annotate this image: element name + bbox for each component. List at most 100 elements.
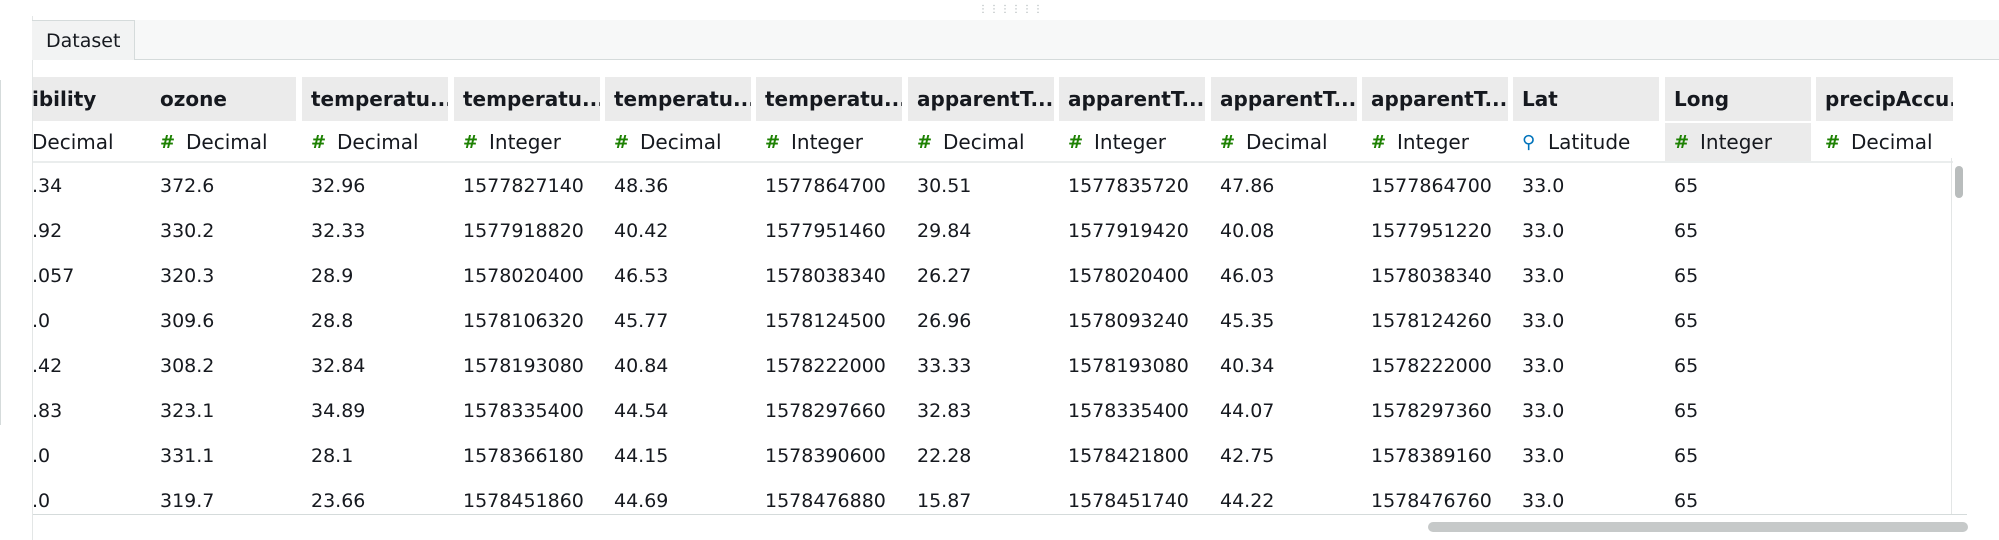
table-cell: 44.69 bbox=[614, 489, 669, 512]
table-cell: 33.0 bbox=[1522, 174, 1565, 197]
table-cell: 1578389160 bbox=[1371, 444, 1492, 467]
column-header-label: apparentT... bbox=[917, 87, 1054, 111]
table-cell: 45.77 bbox=[614, 309, 669, 332]
table-cell: 33.0 bbox=[1522, 399, 1565, 422]
column-header[interactable]: temperatu... bbox=[454, 77, 600, 121]
table-cell: 33.0 bbox=[1522, 354, 1565, 377]
table-cell: 33.0 bbox=[1522, 264, 1565, 287]
table-cell: 33.0 bbox=[1522, 309, 1565, 332]
horizontal-scrollbar-thumb[interactable] bbox=[1428, 522, 1968, 532]
column-header[interactable]: apparentT... bbox=[1211, 77, 1357, 121]
vertical-scrollbar[interactable] bbox=[1951, 158, 1967, 514]
table-cell: 1578020400 bbox=[463, 264, 584, 287]
table-cell: 1578451740 bbox=[1068, 489, 1189, 512]
column-type-label: Decimal bbox=[186, 130, 268, 154]
table-cell: 1578222000 bbox=[765, 354, 886, 377]
column-type-selector[interactable]: # Integer bbox=[756, 123, 902, 161]
table-cell: 323.1 bbox=[160, 399, 215, 422]
column-header[interactable]: ozone bbox=[151, 77, 296, 121]
column-header[interactable]: Lat bbox=[1513, 77, 1659, 121]
table-row: .83 323.1 34.89 1578335400 44.54 1578297660 32… bbox=[33, 388, 1953, 433]
data-rows: .34 372.6 32.96 1577827140 48.36 1577864700 30… bbox=[33, 163, 1953, 515]
table-cell: 1577827140 bbox=[463, 174, 584, 197]
column-header[interactable]: ibility bbox=[33, 77, 163, 121]
column-type-selector[interactable]: # Integer bbox=[1665, 123, 1811, 161]
column-type-selector[interactable]: # Decimal bbox=[302, 123, 448, 161]
column-header[interactable]: Long bbox=[1665, 77, 1811, 121]
table-cell: 1578106320 bbox=[463, 309, 584, 332]
column-header[interactable]: temperatu... bbox=[605, 77, 751, 121]
column-header[interactable]: apparentT... bbox=[908, 77, 1054, 121]
column-header-label: Lat bbox=[1522, 87, 1558, 111]
table-cell: .0 bbox=[33, 309, 51, 332]
number-icon: # bbox=[1674, 131, 1690, 153]
column-type-selector[interactable]: Decimal bbox=[33, 123, 163, 161]
table-cell: 33.0 bbox=[1522, 489, 1565, 512]
table-cell: 46.53 bbox=[614, 264, 669, 287]
data-grid: ibility ozone temperatu... temperatu... temp… bbox=[33, 77, 1953, 515]
table-cell: 1577951460 bbox=[765, 219, 886, 242]
table-cell: 46.03 bbox=[1220, 264, 1275, 287]
table-row: .0 309.6 28.8 1578106320 45.77 1578124500 26.9… bbox=[33, 298, 1953, 343]
table-cell: .83 bbox=[33, 399, 63, 422]
column-type-selector[interactable]: # Decimal bbox=[151, 123, 296, 161]
column-type-selector[interactable]: # Integer bbox=[454, 123, 600, 161]
table-cell: 319.7 bbox=[160, 489, 215, 512]
tab-label: Dataset bbox=[46, 29, 121, 52]
table-cell: 1578476760 bbox=[1371, 489, 1492, 512]
table-cell: 28.9 bbox=[311, 264, 354, 287]
table-cell: 1577918820 bbox=[463, 219, 584, 242]
table-cell: 34.89 bbox=[311, 399, 366, 422]
table-cell: 1578335400 bbox=[1068, 399, 1189, 422]
tab-dataset[interactable]: Dataset bbox=[32, 20, 136, 60]
column-header[interactable]: apparentT... bbox=[1059, 77, 1205, 121]
column-type-selector[interactable]: # Integer bbox=[1059, 123, 1205, 161]
column-header[interactable]: temperatu... bbox=[302, 77, 448, 121]
table-cell: 1578038340 bbox=[765, 264, 886, 287]
table-cell bbox=[1816, 298, 1953, 343]
column-header-label: temperatu... bbox=[614, 87, 751, 111]
table-cell: 1577835720 bbox=[1068, 174, 1189, 197]
table-row: .42 308.2 32.84 1578193080 40.84 1578222000 33… bbox=[33, 343, 1953, 388]
location-pin-icon: ⚲ bbox=[1522, 131, 1536, 153]
table-cell: .34 bbox=[33, 174, 63, 197]
column-type-selector[interactable]: # Integer bbox=[1362, 123, 1508, 161]
table-cell: 40.08 bbox=[1220, 219, 1275, 242]
table-cell: 23.66 bbox=[311, 489, 366, 512]
column-type-selector[interactable]: # Decimal bbox=[908, 123, 1054, 161]
column-header-label: apparentT... bbox=[1371, 87, 1508, 111]
table-cell: 1578193080 bbox=[463, 354, 584, 377]
table-row: .34 372.6 32.96 1577827140 48.36 1577864700 30… bbox=[33, 163, 1953, 208]
table-cell: 1578421800 bbox=[1068, 444, 1189, 467]
column-header-label: temperatu... bbox=[311, 87, 448, 111]
table-cell: 309.6 bbox=[160, 309, 215, 332]
table-cell: 28.8 bbox=[311, 309, 354, 332]
table-cell: 44.07 bbox=[1220, 399, 1275, 422]
table-cell: 44.54 bbox=[614, 399, 669, 422]
number-icon: # bbox=[765, 131, 781, 153]
column-header[interactable]: temperatu... bbox=[756, 77, 902, 121]
column-type-selector[interactable]: # Decimal bbox=[1211, 123, 1357, 161]
column-type-label: Latitude bbox=[1548, 130, 1631, 154]
column-header-label: precipAccu... bbox=[1825, 87, 1953, 111]
column-type-label: Integer bbox=[1094, 130, 1166, 154]
horizontal-scrollbar[interactable] bbox=[1420, 520, 1972, 534]
table-cell: 44.15 bbox=[614, 444, 669, 467]
column-type-selector[interactable]: # Decimal bbox=[605, 123, 751, 161]
column-type-selector[interactable]: ⚲ Latitude bbox=[1513, 123, 1659, 161]
table-cell: 65 bbox=[1674, 174, 1699, 197]
table-cell bbox=[1816, 163, 1953, 208]
table-cell: 1578297660 bbox=[765, 399, 886, 422]
column-type-label: Decimal bbox=[943, 130, 1025, 154]
column-header[interactable]: precipAccu... bbox=[1816, 77, 1953, 121]
number-icon: # bbox=[917, 131, 933, 153]
resize-drag-handle[interactable]: ⋮⋮⋮⋮⋮⋮ bbox=[978, 4, 1044, 15]
table-cell: 65 bbox=[1674, 219, 1699, 242]
column-type-label: Decimal bbox=[33, 130, 114, 154]
column-header[interactable]: apparentT... bbox=[1362, 77, 1508, 121]
table-cell: 33.33 bbox=[917, 354, 972, 377]
table-cell: 331.1 bbox=[160, 444, 215, 467]
vertical-scrollbar-thumb[interactable] bbox=[1955, 166, 1963, 198]
table-cell bbox=[1816, 343, 1953, 388]
column-type-selector[interactable]: # Decimal bbox=[1816, 123, 1953, 161]
